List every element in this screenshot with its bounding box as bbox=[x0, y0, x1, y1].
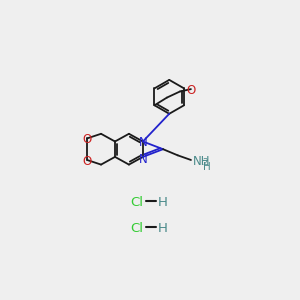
Text: N: N bbox=[139, 153, 148, 166]
Text: H: H bbox=[202, 162, 210, 172]
Text: H: H bbox=[158, 222, 167, 235]
Text: H: H bbox=[158, 196, 167, 209]
Text: N: N bbox=[139, 136, 148, 149]
Text: NH: NH bbox=[193, 155, 211, 168]
Text: Cl: Cl bbox=[131, 196, 144, 209]
Text: O: O bbox=[82, 134, 92, 146]
Text: O: O bbox=[82, 155, 92, 168]
Text: O: O bbox=[186, 84, 196, 97]
Text: Cl: Cl bbox=[131, 222, 144, 235]
Text: 2: 2 bbox=[202, 158, 208, 167]
